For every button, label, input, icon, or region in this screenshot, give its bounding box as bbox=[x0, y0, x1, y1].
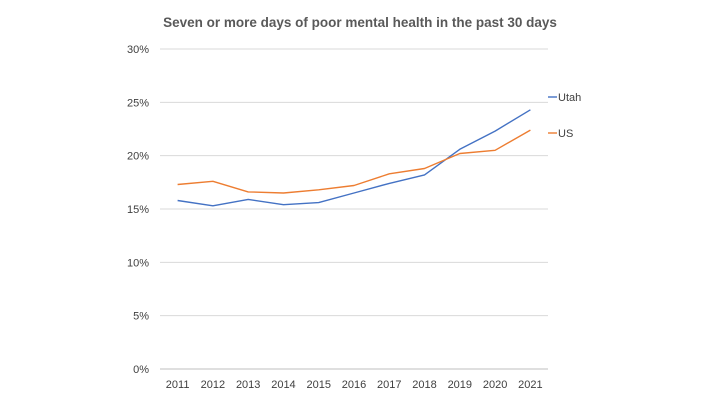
x-tick-label: 2016 bbox=[342, 379, 366, 391]
x-tick-label: 2014 bbox=[271, 379, 295, 391]
y-tick-label: 30% bbox=[127, 44, 149, 56]
y-tick-label: 15% bbox=[127, 204, 149, 216]
x-tick-label: 2021 bbox=[518, 379, 542, 391]
x-tick-label: 2013 bbox=[236, 379, 260, 391]
y-tick-label: 10% bbox=[127, 257, 149, 269]
x-tick-label: 2012 bbox=[201, 379, 225, 391]
y-tick-label: 5% bbox=[133, 311, 149, 323]
legend: Utah US bbox=[548, 92, 581, 140]
x-tick-label: 2018 bbox=[412, 379, 436, 391]
x-tick-label: 2017 bbox=[377, 379, 401, 391]
y-tick-label: 0% bbox=[133, 364, 149, 376]
x-tick-label: 2011 bbox=[166, 379, 190, 391]
y-tick-label: 20% bbox=[127, 151, 149, 163]
series-line-us bbox=[177, 129, 531, 194]
series-lines bbox=[177, 109, 531, 207]
x-axis-ticks: 2011 2012 2013 2014 2015 2016 2017 2018 2019 2020… bbox=[166, 379, 543, 391]
legend-label-utah: Utah bbox=[558, 92, 581, 104]
legend-label-us: US bbox=[558, 128, 573, 140]
x-tick-label: 2019 bbox=[448, 379, 472, 391]
y-axis-ticks: 0% 5% 10% 15% 20% 25% 30% bbox=[127, 44, 149, 376]
x-tick-label: 2015 bbox=[306, 379, 330, 391]
gridlines bbox=[160, 48, 548, 370]
x-tick-label: 2020 bbox=[483, 379, 507, 391]
series-line-utah bbox=[177, 109, 531, 207]
chart-title: Seven or more days of poor mental health… bbox=[163, 15, 557, 30]
y-tick-label: 25% bbox=[127, 97, 149, 109]
